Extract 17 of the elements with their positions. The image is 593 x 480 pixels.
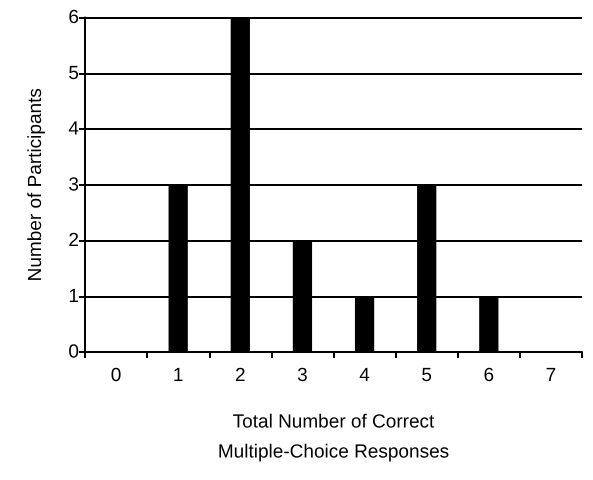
y-axis-title: Number of Participants (25, 88, 46, 282)
y-tick-label: 3 (68, 174, 79, 196)
x-axis-title: Total Number of Correct Multiple-Choice Responses (218, 412, 450, 462)
x-tick-label: 2 (235, 365, 246, 386)
y-tick-label: 5 (68, 62, 79, 84)
x-tick-label: 3 (297, 365, 308, 386)
x-tick-label: 1 (172, 365, 184, 386)
x-tick-label: 7 (546, 365, 556, 386)
x-tick-label: 4 (359, 365, 370, 386)
x-tick-label: 0 (110, 365, 122, 386)
x-tick-label: 5 (421, 365, 432, 386)
y-tick-label: 6 (68, 7, 79, 28)
y-tick-label: 0 (68, 342, 79, 362)
y-tick-label: 1 (68, 286, 79, 307)
y-tick-label: 4 (68, 118, 80, 140)
x-tick-label: 6 (484, 365, 494, 386)
y-tick-label: 2 (68, 230, 79, 251)
